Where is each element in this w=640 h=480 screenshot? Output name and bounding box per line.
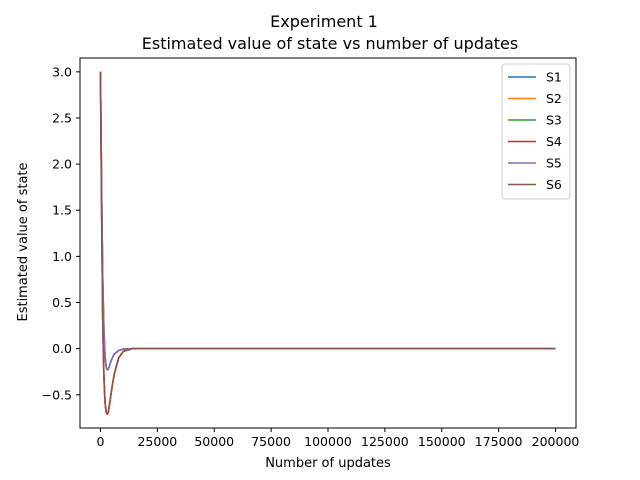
y-tick-label: 3.0 (52, 64, 72, 79)
legend-label-s6: S6 (546, 177, 562, 192)
x-tick-label: 75000 (251, 434, 291, 449)
y-tick-label: −0.5 (42, 387, 72, 402)
legend-label-s3: S3 (546, 113, 562, 128)
y-tick-label: 0.5 (52, 295, 72, 310)
legend-label-s1: S1 (546, 70, 562, 85)
legend-label-s4: S4 (546, 134, 562, 149)
y-tick-label: 1.0 (52, 249, 72, 264)
y-axis-label: Estimated value of state (16, 162, 31, 321)
legend-label-s5: S5 (546, 156, 562, 171)
legend: S1 S2 S3 S4 S5 S6 (501, 63, 571, 200)
x-tick-label: 175000 (475, 434, 523, 449)
plot-area (99, 71, 556, 415)
y-tick-label: 2.0 (52, 157, 72, 172)
x-tick-label: 125000 (361, 434, 409, 449)
plot-frame (79, 57, 577, 429)
y-tick-label: 1.5 (52, 203, 72, 218)
x-axis-label: Number of updates (265, 456, 391, 471)
y-axis-ticks: −0.5 0.0 0.5 1.0 1.5 2.0 2.5 3.0 (42, 64, 80, 402)
y-tick-label: 2.5 (52, 110, 72, 125)
x-tick-label: 50000 (194, 434, 234, 449)
x-tick-label: 150000 (418, 434, 466, 449)
series-line-s6 (99, 71, 556, 415)
x-tick-label: 200000 (532, 434, 580, 449)
x-tick-label: 0 (97, 434, 105, 449)
chart-title: Experiment 1 (270, 12, 378, 31)
chart-subtitle: Estimated value of state vs number of up… (142, 34, 518, 53)
legend-label-s2: S2 (546, 91, 562, 106)
x-tick-label: 100000 (304, 434, 352, 449)
x-axis-ticks: 0 25000 50000 75000 100000 125000 150000 175000… (97, 428, 580, 449)
x-tick-label: 25000 (137, 434, 177, 449)
y-tick-label: 0.0 (52, 341, 72, 356)
